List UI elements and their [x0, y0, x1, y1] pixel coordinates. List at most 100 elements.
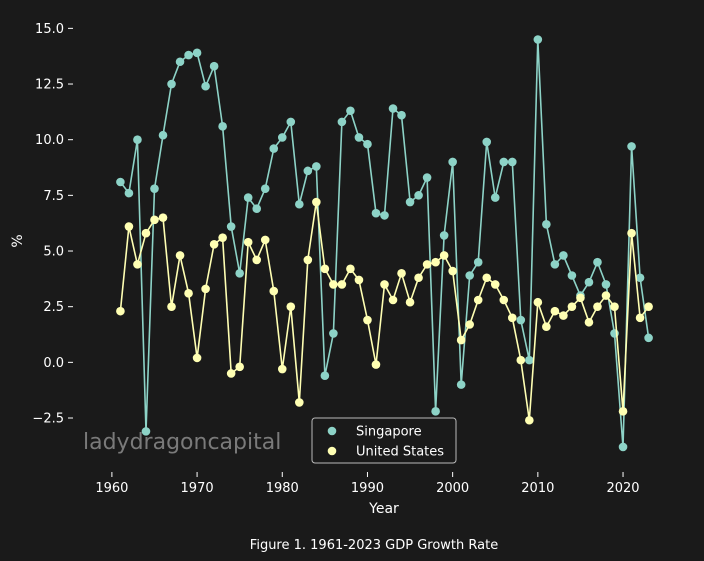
y-axis-title: % — [10, 234, 26, 247]
data-point — [465, 271, 474, 280]
data-point — [329, 280, 338, 289]
data-point — [525, 415, 534, 425]
data-point — [593, 302, 602, 311]
data-point — [141, 228, 151, 238]
data-point — [627, 228, 636, 238]
data-point — [635, 313, 645, 323]
legend: Singapore United States — [311, 417, 457, 464]
data-point — [167, 79, 176, 89]
data-point — [550, 306, 560, 316]
data-point — [456, 335, 466, 345]
y-tick-label: 7.5 — [43, 189, 64, 204]
y-tick-label: 15.0 — [35, 22, 64, 37]
figure-caption: Figure 1. 1961-2023 GDP Growth Rate — [250, 538, 498, 553]
data-point — [354, 275, 364, 285]
data-point — [235, 268, 244, 278]
data-point — [150, 184, 159, 193]
data-point — [618, 442, 628, 452]
data-point — [482, 273, 492, 283]
data-point — [312, 197, 321, 207]
data-point — [371, 208, 381, 218]
data-point — [601, 280, 611, 289]
y-tick-label: 10.0 — [35, 133, 64, 148]
data-point — [405, 297, 415, 307]
data-point — [184, 289, 193, 298]
data-point — [201, 284, 210, 294]
data-point — [465, 320, 474, 329]
y-tick-label: 2.5 — [43, 300, 64, 315]
data-point — [414, 273, 423, 283]
y-tick-label: −2.5 — [32, 412, 64, 427]
data-point — [567, 271, 577, 280]
data-point — [516, 355, 526, 365]
legend-label: United States — [356, 445, 444, 460]
data-point — [260, 184, 270, 193]
data-point — [320, 371, 330, 381]
data-point — [405, 197, 415, 207]
data-point — [644, 302, 653, 311]
data-point — [243, 237, 253, 247]
data-point — [431, 407, 440, 416]
data-point — [448, 157, 457, 167]
data-point — [158, 213, 168, 222]
data-point — [116, 306, 125, 316]
data-point — [312, 162, 321, 171]
data-point — [601, 291, 611, 300]
legend-label: Singapore — [356, 425, 422, 440]
data-point — [346, 264, 355, 274]
data-point — [184, 50, 193, 60]
y-tick-label: 12.5 — [35, 78, 64, 93]
data-point — [329, 329, 338, 338]
data-point — [133, 260, 142, 269]
x-axis-title: Year — [368, 501, 399, 517]
data-point — [380, 211, 389, 220]
data-point — [141, 427, 151, 436]
data-point — [388, 104, 398, 113]
series-singapore — [116, 35, 653, 452]
data-point — [397, 268, 406, 278]
data-point — [422, 260, 432, 269]
data-point — [618, 407, 628, 416]
data-point — [490, 193, 500, 202]
data-point — [456, 380, 466, 389]
data-point — [533, 35, 543, 44]
x-tick-label: 2010 — [521, 481, 554, 496]
data-point — [346, 106, 355, 116]
data-point — [150, 215, 159, 225]
x-axis: 1960 1970 1980 1990 2000 2010 2020 — [95, 472, 640, 496]
data-point — [133, 135, 142, 144]
data-point — [533, 297, 543, 307]
data-point — [252, 204, 262, 214]
data-point — [209, 240, 219, 249]
data-point — [320, 264, 330, 274]
data-point — [439, 251, 449, 260]
data-point — [209, 61, 219, 71]
data-point — [593, 257, 602, 267]
data-point — [116, 177, 125, 187]
data-point — [567, 302, 577, 311]
data-point — [175, 57, 185, 67]
data-point — [431, 257, 440, 267]
data-point — [482, 137, 492, 147]
x-tick-label: 1970 — [181, 481, 214, 496]
data-point — [559, 251, 568, 260]
data-point — [584, 317, 594, 327]
y-axis: −2.5 0.0 2.5 5.0 7.5 10.0 12.5 15.0 — [32, 22, 73, 427]
data-point — [473, 257, 483, 267]
data-point — [507, 157, 517, 167]
data-point — [124, 188, 134, 198]
data-point — [295, 199, 304, 209]
data-point — [542, 322, 551, 332]
data-point — [371, 360, 381, 369]
data-point — [226, 222, 236, 231]
data-point — [363, 315, 372, 325]
data-point — [635, 273, 645, 283]
data-point — [252, 255, 262, 265]
legend-marker — [327, 446, 337, 456]
data-point — [380, 280, 389, 289]
data-point — [525, 355, 534, 365]
x-tick-label: 1990 — [351, 481, 384, 496]
data-point — [422, 173, 432, 182]
